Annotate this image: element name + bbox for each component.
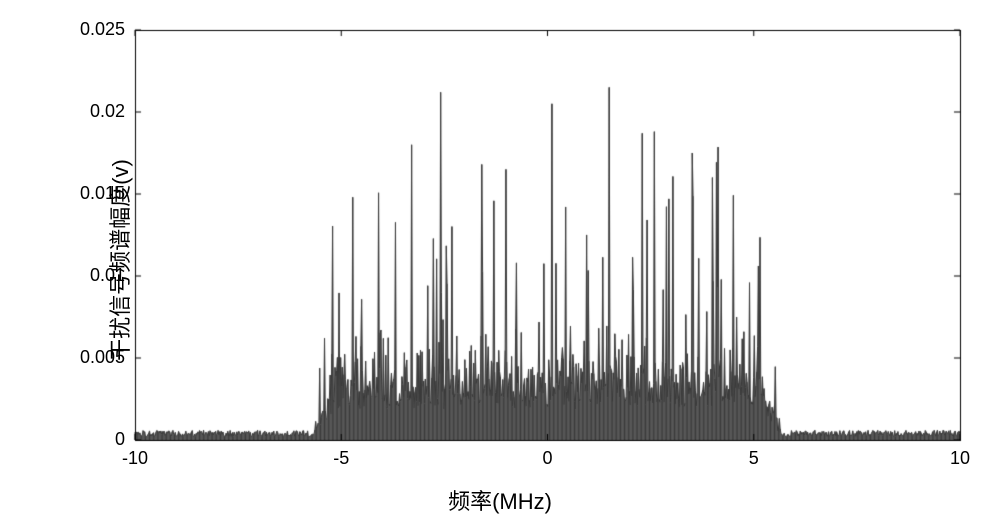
y-tick-label: 0.02 <box>90 101 125 122</box>
chart-container: { "chart": { "type": "line-spectrum", "w… <box>0 0 1000 522</box>
x-axis-label: 频率(MHz) <box>0 484 1000 516</box>
y-tick-label: 0.015 <box>80 183 125 204</box>
x-tick-label: 5 <box>734 448 774 469</box>
y-tick-label: 0.005 <box>80 347 125 368</box>
x-tick-label: -5 <box>321 448 361 469</box>
spectrum-chart <box>0 0 1000 522</box>
x-tick-label: 0 <box>528 448 568 469</box>
y-tick-label: 0.01 <box>90 265 125 286</box>
x-tick-label: -10 <box>115 448 155 469</box>
x-tick-label: 10 <box>940 448 980 469</box>
y-tick-label: 0.025 <box>80 19 125 40</box>
y-tick-label: 0 <box>115 429 125 450</box>
